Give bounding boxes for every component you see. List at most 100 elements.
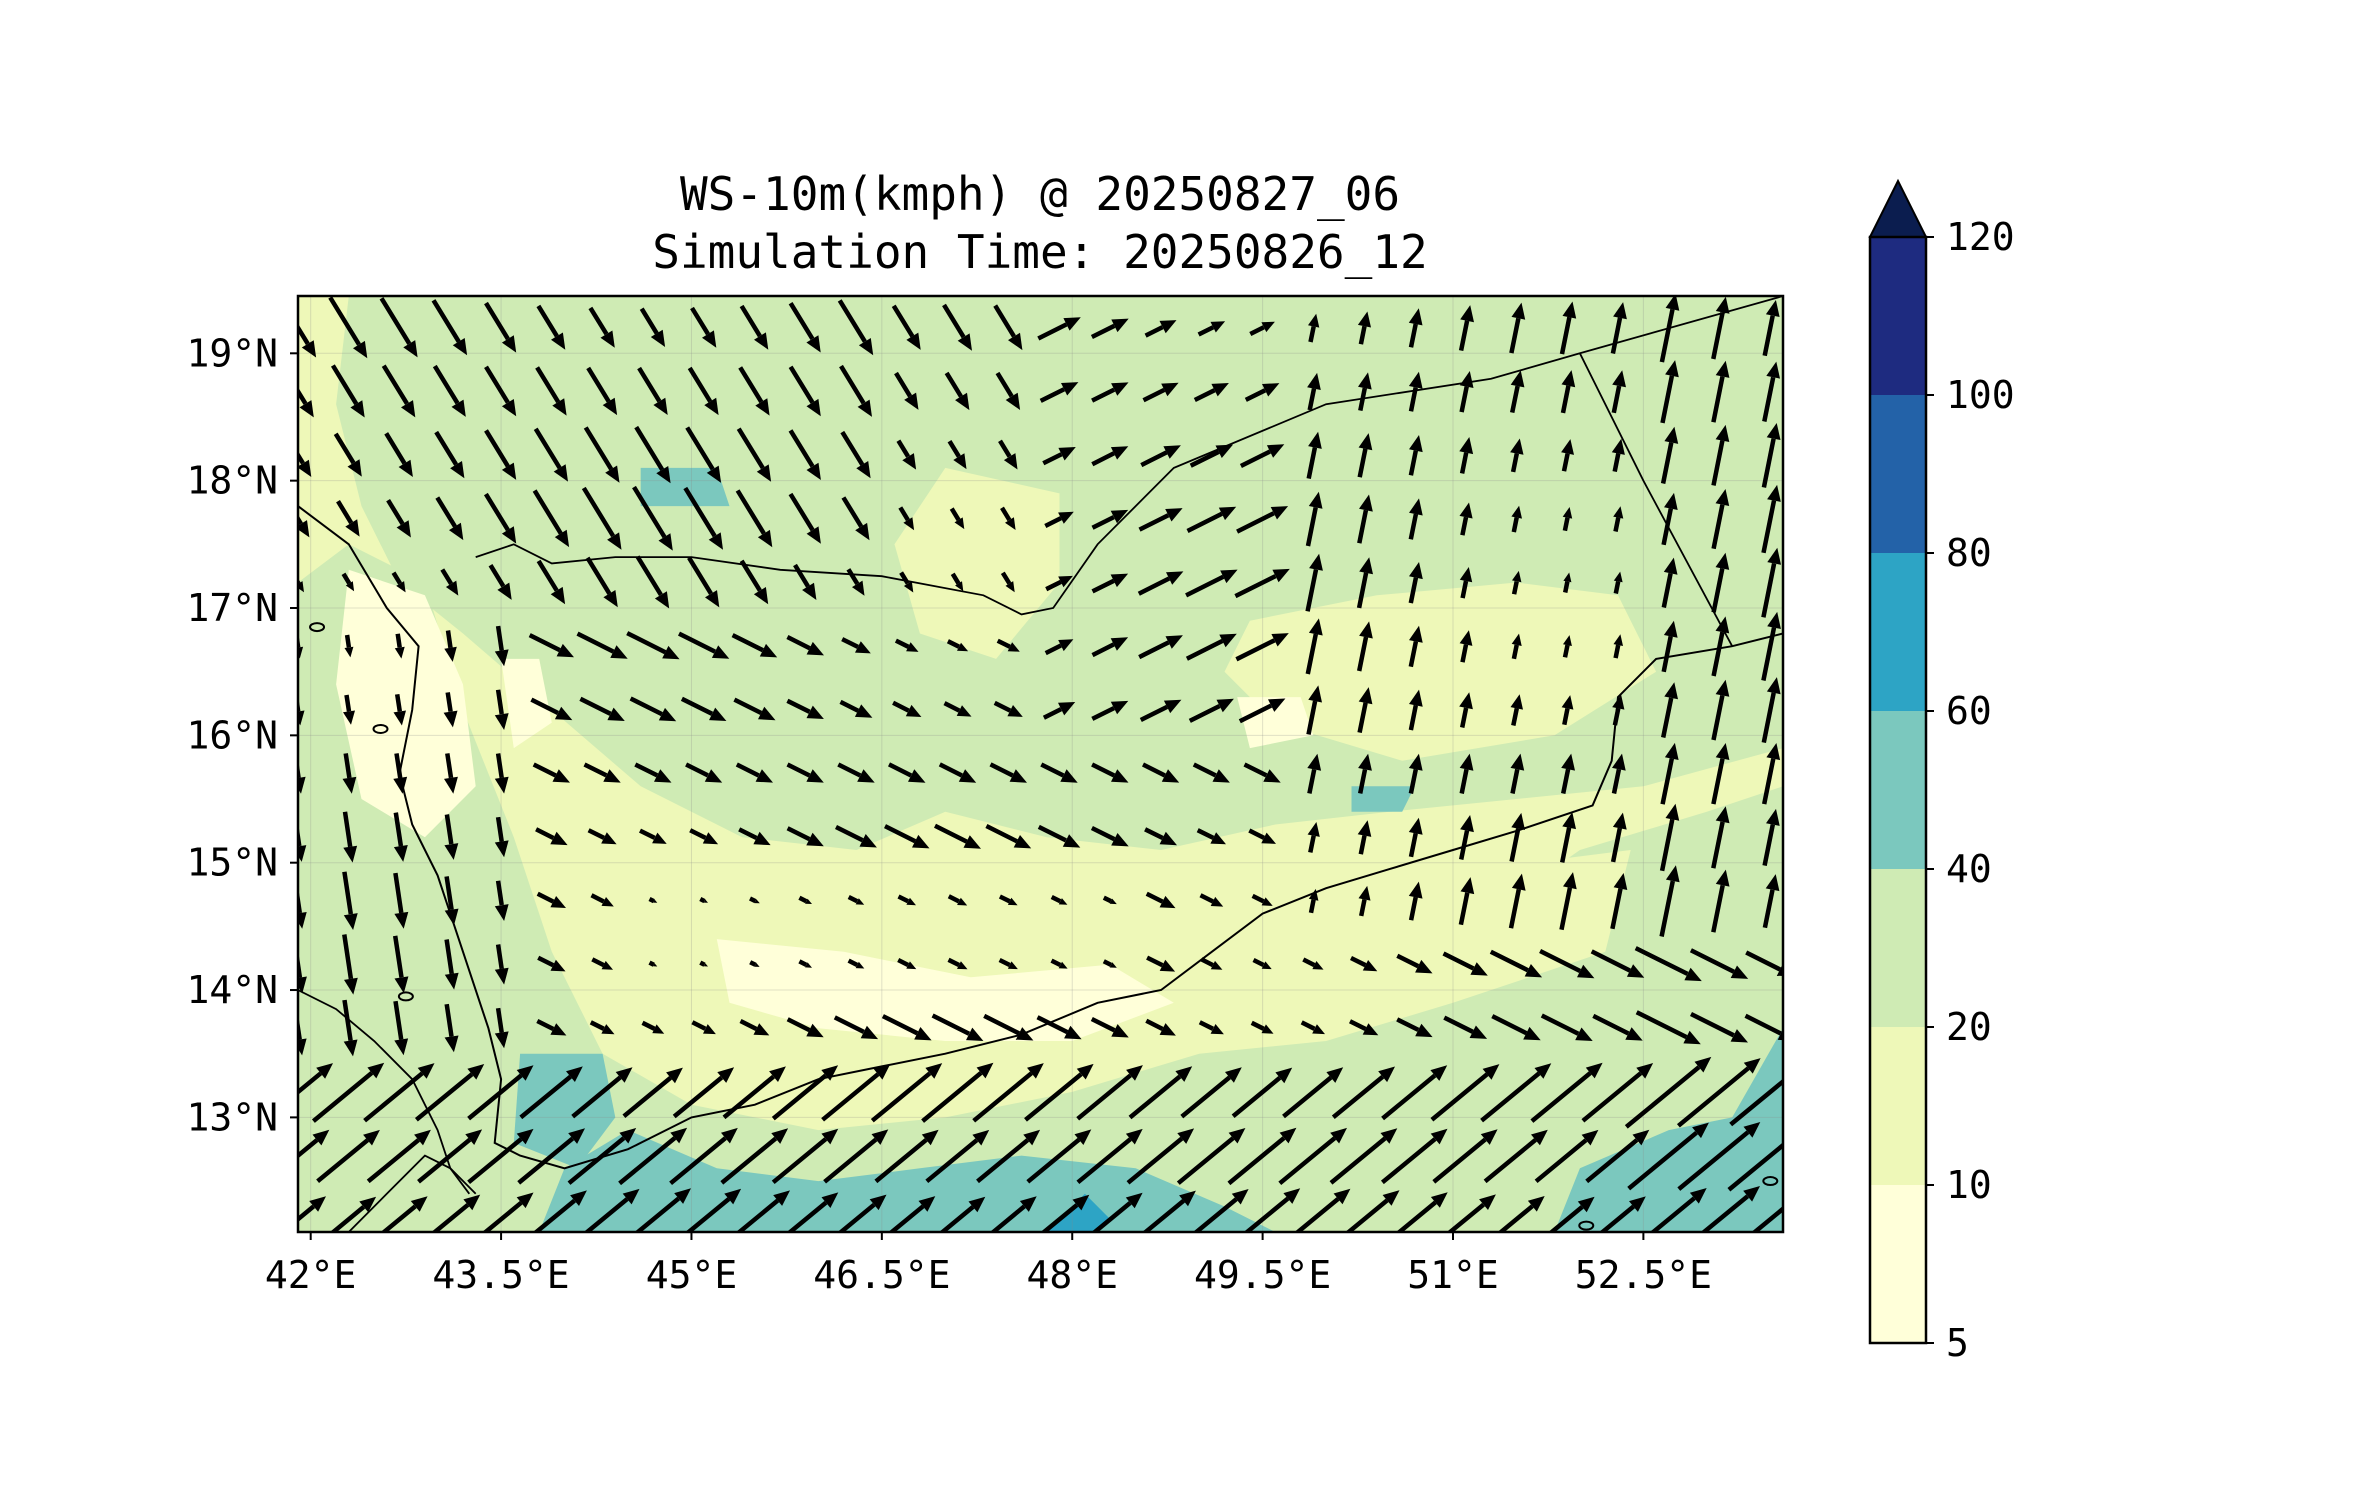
wind-arrow: [634, 1188, 691, 1232]
wind-arrow: [691, 1020, 716, 1035]
wind-arrow: [435, 496, 464, 541]
wind-arrow: [1676, 1058, 1761, 1128]
colorbar-segment: [1870, 395, 1926, 553]
wind-arrow: [1243, 762, 1281, 783]
wind-arrow: [1660, 360, 1679, 424]
wind-arrow: [1559, 301, 1577, 355]
wind-arrow: [1459, 630, 1473, 663]
wind-arrow: [1408, 498, 1423, 540]
wind-arrow: [1091, 1192, 1143, 1232]
wind-arrow: [467, 1128, 534, 1185]
wind-arrow: [298, 450, 312, 477]
wind-arrow: [1251, 893, 1273, 906]
x-tick-label: 46.5°E: [813, 1253, 950, 1297]
wind-arrow: [1610, 873, 1628, 930]
wind-arrow: [798, 959, 812, 968]
wind-arrow: [1610, 302, 1627, 354]
wind-arrow: [1459, 437, 1474, 474]
wind-arrow: [1540, 1013, 1593, 1041]
wind-arrow: [998, 894, 1018, 906]
wind-arrow: [1091, 700, 1129, 721]
wind-arrow: [1408, 308, 1423, 348]
wind-arrow: [1408, 753, 1423, 794]
wind-arrow: [316, 1129, 380, 1183]
wind-arrow: [1091, 446, 1129, 467]
wind-arrow: [925, 1129, 990, 1184]
wind-arrow: [1036, 1015, 1082, 1040]
wind-arrow: [1677, 1122, 1761, 1191]
wind-arrow: [1356, 621, 1373, 672]
colorbar-tick-label: 80: [1946, 531, 1992, 575]
wind-arrow: [993, 304, 1023, 351]
wind-speed-contours: [298, 296, 1783, 1232]
wind-arrow: [1459, 502, 1473, 536]
wind-arrow: [672, 1067, 735, 1119]
wind-arrow: [1126, 1128, 1195, 1185]
wind-arrow: [530, 697, 573, 721]
wind-arrow: [736, 427, 772, 482]
wind-arrow: [1305, 553, 1323, 612]
wind-arrow: [687, 556, 720, 608]
wind-arrow: [1408, 817, 1423, 858]
chart-title-line-1: WS-10m(kmph) @ 20250827_06: [680, 167, 1400, 221]
wind-arrow: [1396, 953, 1433, 974]
y-tick-label: 16°N: [186, 713, 278, 757]
wind-arrow: [1491, 1014, 1541, 1041]
wind-arrow: [883, 824, 930, 849]
wind-arrow: [689, 828, 719, 845]
wind-arrow: [998, 439, 1018, 470]
wind-arrow: [1302, 957, 1324, 970]
wind-arrow: [583, 762, 621, 783]
wind-arrow: [1761, 547, 1781, 618]
wind-arrow: [1308, 888, 1319, 914]
wind-arrow: [735, 489, 773, 548]
x-tick-label: 48°E: [1026, 1253, 1118, 1297]
longitude-axis: 42°E 43.5°E 45°E 46.5°E 48°E 49.5°E 51°E 52.5°E: [265, 1232, 1712, 1297]
wind-arrow: [1145, 1018, 1176, 1036]
wind-arrow: [1142, 1190, 1196, 1232]
border-path: [475, 296, 1783, 616]
wind-arrow: [834, 824, 877, 848]
wind-arrow: [899, 571, 914, 593]
wind-arrow: [1128, 1066, 1193, 1120]
wind-arrow: [298, 633, 304, 659]
wind-arrow: [1358, 885, 1371, 917]
wind-arrow: [484, 301, 517, 353]
wind-arrow: [786, 1017, 824, 1038]
wind-arrow: [590, 893, 614, 907]
wind-arrow: [1090, 1016, 1129, 1038]
contour-region-c10_20: [1224, 582, 1657, 761]
wind-arrow: [841, 637, 871, 654]
wind-arrow: [989, 762, 1027, 783]
wind-arrow: [1050, 894, 1068, 905]
wind-arrow: [793, 563, 817, 600]
wind-arrow: [949, 507, 965, 530]
wind-arrow: [788, 365, 821, 417]
wind-arrow: [1357, 820, 1372, 855]
wind-arrow: [1235, 633, 1289, 662]
wind-arrow: [1559, 872, 1577, 931]
wind-arrow: [379, 297, 418, 358]
wind-arrow: [998, 957, 1018, 970]
wind-arrow: [1592, 1013, 1643, 1041]
colorbar-segment: [1870, 237, 1926, 395]
wind-arrow: [576, 631, 628, 659]
wind-arrow: [1196, 828, 1226, 845]
contour-region-c10_20: [894, 467, 1060, 659]
wind-arrow: [1396, 1017, 1433, 1038]
wind-arrow: [722, 1066, 786, 1120]
wind-arrow: [1562, 507, 1573, 532]
wind-arrow: [532, 762, 570, 783]
wind-arrow: [1458, 877, 1475, 926]
wind-arrow: [1762, 874, 1780, 929]
border-path: [348, 1154, 477, 1232]
wind-arrow: [1180, 1067, 1242, 1119]
map-frame: [296, 294, 1785, 1234]
wind-arrow: [1000, 571, 1015, 593]
wind-arrow: [1458, 815, 1474, 860]
wind-arrow: [567, 1127, 637, 1185]
wind-arrow: [1612, 694, 1625, 726]
wind-arrow: [1761, 423, 1781, 488]
wind-arrow: [1559, 812, 1576, 863]
wind-arrow: [1590, 949, 1645, 978]
